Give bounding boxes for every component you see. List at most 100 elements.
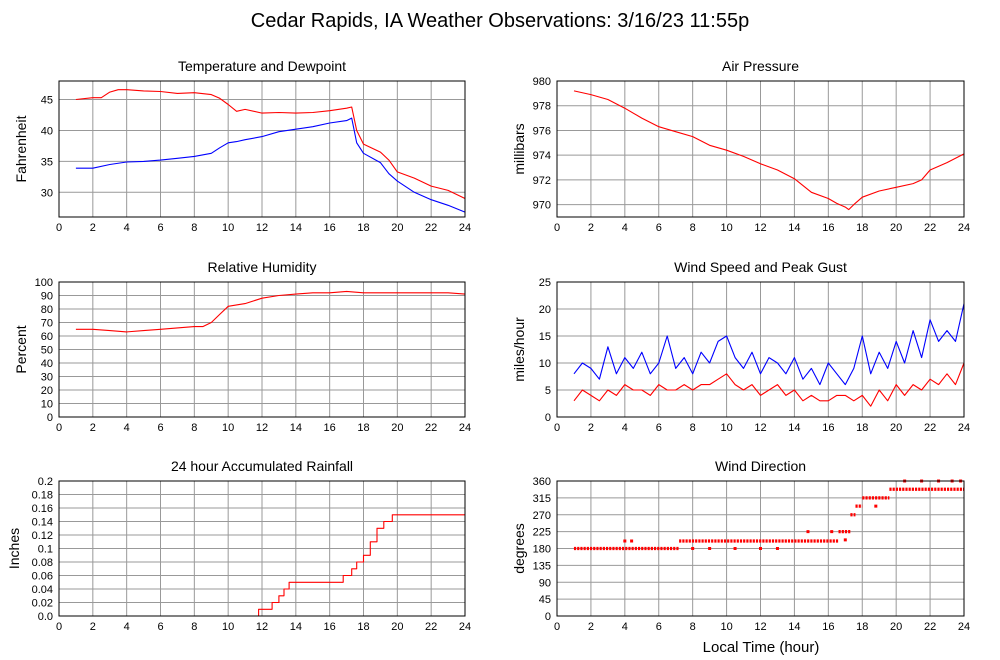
humidity-x-tick-label: 12 <box>256 422 268 434</box>
humidity-y-axis-label: Percent <box>13 325 29 373</box>
winddir-y-tick-label: 45 <box>539 594 551 606</box>
pressure-y-tick-label: 976 <box>533 125 551 137</box>
winddir-series-1-point <box>708 547 712 550</box>
pressure-series-1-line <box>573 90 965 211</box>
humidity-y-tick-label: 100 <box>35 277 53 289</box>
pressure-title: Air Pressure <box>722 58 799 74</box>
humidity-plot-frame <box>58 281 466 418</box>
humidity-y-tick-label: 90 <box>41 291 53 303</box>
humidity-series-1-line <box>75 290 466 333</box>
winddir-y-tick-label: 90 <box>539 577 551 589</box>
pressure-x-tick-label: 10 <box>720 222 732 234</box>
temp-x-tick-label: 18 <box>357 222 369 234</box>
temp-x-tick-label: 8 <box>191 222 197 234</box>
winddir-x-tick-label: 8 <box>690 621 696 633</box>
rain-x-tick-label: 8 <box>191 621 197 633</box>
winddir-x-tick-label: 14 <box>788 621 800 633</box>
wind-x-tick-label: 0 <box>554 422 560 434</box>
humidity-x-tick-label: 22 <box>425 422 437 434</box>
pressure-x-tick-label: 12 <box>754 222 766 234</box>
pressure-x-tick-label: 0 <box>554 222 560 234</box>
winddir-y-tick-label: 315 <box>533 493 551 505</box>
temp-y-tick-label: 40 <box>41 125 53 137</box>
temp-series-2-line <box>75 117 466 213</box>
temp-y-tick-label: 35 <box>41 156 53 168</box>
temp-x-tick-label: 6 <box>157 222 163 234</box>
page-title: Cedar Rapids, IA Weather Observations: 3… <box>251 10 749 32</box>
humidity-x-tick-label: 0 <box>56 422 62 434</box>
wind-series-2-line <box>573 362 965 407</box>
rain-title: 24 hour Accumulated Rainfall <box>171 458 353 474</box>
temp-x-tick-label: 16 <box>324 222 336 234</box>
winddir-series-1-point <box>843 538 847 542</box>
winddir-y-tick-label: 360 <box>533 476 551 488</box>
humidity-x-tick-label: 20 <box>391 422 403 434</box>
temp-x-tick-label: 12 <box>256 222 268 234</box>
humidity-y-tick-label: 0 <box>47 412 53 424</box>
winddir-x-tick-label: 12 <box>754 621 766 633</box>
humidity-x-tick-label: 24 <box>459 422 471 434</box>
winddir-y-axis-label: degrees <box>511 523 527 574</box>
humidity-x-tick-label: 4 <box>124 422 130 434</box>
wind-y-tick-label: 15 <box>539 331 551 343</box>
winddir-x-tick-label: 24 <box>958 621 970 633</box>
winddir-x-tick-label: 18 <box>856 621 868 633</box>
pressure-y-tick-label: 978 <box>533 101 551 113</box>
wind-x-tick-label: 12 <box>754 422 766 434</box>
pressure-x-tick-label: 8 <box>690 222 696 234</box>
pressure-x-tick-label: 16 <box>822 222 834 234</box>
humidity-x-tick-label: 8 <box>191 422 197 434</box>
rain-y-tick-label: 0.1 <box>38 544 53 556</box>
winddir-series-1-point <box>733 547 737 550</box>
humidity-x-tick-label: 18 <box>357 422 369 434</box>
temp-x-tick-label: 4 <box>124 222 130 234</box>
temp-x-tick-label: 14 <box>290 222 302 234</box>
pressure-x-tick-label: 2 <box>588 222 594 234</box>
humidity-y-tick-label: 70 <box>41 318 53 330</box>
wind-y-tick-label: 20 <box>539 304 551 316</box>
rain-x-tick-label: 22 <box>425 621 437 633</box>
pressure-plot-frame <box>556 80 965 218</box>
rain-y-tick-label: 0.18 <box>32 490 53 502</box>
humidity-panel: 0 2 4 6 8 10 12 14 16 18 20 22 240102030405060708090… <box>13 259 471 434</box>
temp-series-1-line <box>75 89 466 199</box>
rain-y-tick-label: 0.12 <box>32 530 53 542</box>
pressure-x-tick-label: 14 <box>788 222 800 234</box>
winddir-x-tick-label: 6 <box>656 621 662 633</box>
rain-y-tick-label: 0.0 <box>38 611 53 623</box>
wind-title: Wind Speed and Peak Gust <box>674 259 847 275</box>
rain-series-1-line <box>75 514 465 617</box>
rain-y-tick-label: 0.16 <box>32 503 53 515</box>
humidity-y-tick-label: 30 <box>41 372 53 384</box>
rain-x-tick-label: 10 <box>222 621 234 633</box>
temp-x-tick-label: 0 <box>56 222 62 234</box>
winddir-y-tick-label: 225 <box>533 527 551 539</box>
humidity-y-tick-label: 80 <box>41 304 53 316</box>
humidity-x-tick-label: 16 <box>324 422 336 434</box>
temp-title: Temperature and Dewpoint <box>178 58 346 74</box>
rain-x-tick-label: 14 <box>290 621 302 633</box>
temp-x-tick-label: 24 <box>459 222 471 234</box>
rain-y-tick-label: 0.2 <box>38 476 53 488</box>
rain-x-tick-label: 18 <box>357 621 369 633</box>
temp-y-axis-label: Fahrenheit <box>13 115 29 182</box>
wind-y-tick-label: 25 <box>539 277 551 289</box>
wind-x-tick-label: 6 <box>656 422 662 434</box>
rain-y-tick-label: 0.14 <box>32 517 53 529</box>
winddir-x-tick-label: 2 <box>588 621 594 633</box>
winddir-y-tick-label: 180 <box>533 544 551 556</box>
wind-y-tick-label: 5 <box>545 385 551 397</box>
pressure-x-tick-label: 20 <box>890 222 902 234</box>
rain-x-tick-label: 2 <box>90 621 96 633</box>
winddir-series-1-point <box>806 530 810 534</box>
humidity-x-tick-label: 2 <box>90 422 96 434</box>
wind-x-tick-label: 20 <box>890 422 902 434</box>
rain-panel: 0 2 4 6 8 10 12 14 16 18 20 22 240.00.020.040.060.08… <box>6 458 471 633</box>
wind-x-tick-label: 22 <box>924 422 936 434</box>
temp-y-tick-label: 30 <box>41 187 53 199</box>
rain-x-tick-label: 6 <box>157 621 163 633</box>
humidity-x-tick-label: 10 <box>222 422 234 434</box>
winddir-x-tick-label: 4 <box>622 621 628 633</box>
rain-x-tick-label: 24 <box>459 621 471 633</box>
